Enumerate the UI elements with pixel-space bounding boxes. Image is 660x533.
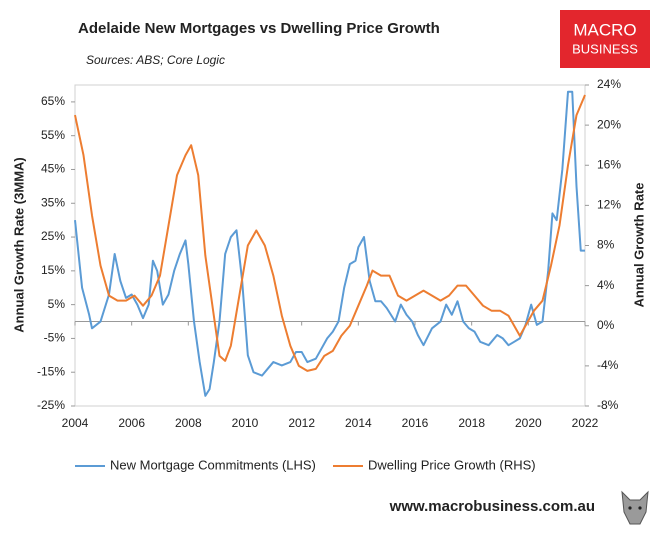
wolf-eye [628,506,632,510]
y-tick-label: -5% [44,331,66,345]
website: www.macrobusiness.com.au [389,498,595,515]
wolf-head [621,490,649,525]
y-tick-label: 65% [41,94,65,108]
logo-text: MACRO [573,20,636,39]
wolf-eye [638,506,642,510]
x-tick-label: 2022 [572,416,599,430]
x-tick-label: 2016 [402,416,429,430]
logo-text: BUSINESS [572,41,638,56]
x-tick-label: 2008 [175,416,202,430]
y-tick-label: 25% [41,229,65,243]
chart-subtitle: Sources: ABS; Core Logic [86,53,225,67]
y-tick-label: 5% [48,297,66,311]
y2-tick-label: -8% [597,398,619,412]
y2-tick-label: 24% [597,77,621,91]
y-axis-title: Annual Growth Rate (3MMA) [11,157,26,333]
y2-tick-label: 16% [597,157,621,171]
y2-tick-label: 20% [597,117,621,131]
series-line [74,94,586,372]
chart-title: Adelaide New Mortgages vs Dwelling Price… [78,20,440,37]
wolf-icon [621,490,649,525]
y2-tick-label: 12% [597,198,621,212]
x-tick-label: 2004 [62,416,89,430]
x-tick-label: 2014 [345,416,372,430]
y2-tick-label: -4% [597,358,619,372]
y-tick-label: -25% [37,398,65,412]
y2-tick-label: 4% [597,278,615,292]
legend-label: Dwelling Price Growth (RHS) [368,457,536,472]
y2-axis-title: Annual Growth Rate [631,183,646,308]
x-tick-label: 2012 [288,416,315,430]
x-tick-label: 2010 [232,416,259,430]
y2-tick-label: 0% [597,318,615,332]
y-tick-label: 35% [41,195,65,209]
y-tick-label: -15% [37,364,65,378]
logo-box [560,10,650,68]
x-tick-label: 2020 [515,416,542,430]
y-tick-label: 55% [41,128,65,142]
x-tick-label: 2018 [458,416,485,430]
y-tick-label: 15% [41,263,65,277]
y-tick-label: 45% [41,162,65,176]
legend-label: New Mortgage Commitments (LHS) [110,457,316,472]
x-tick-label: 2006 [118,416,145,430]
series-line [74,90,585,397]
y2-tick-label: 8% [597,238,615,252]
